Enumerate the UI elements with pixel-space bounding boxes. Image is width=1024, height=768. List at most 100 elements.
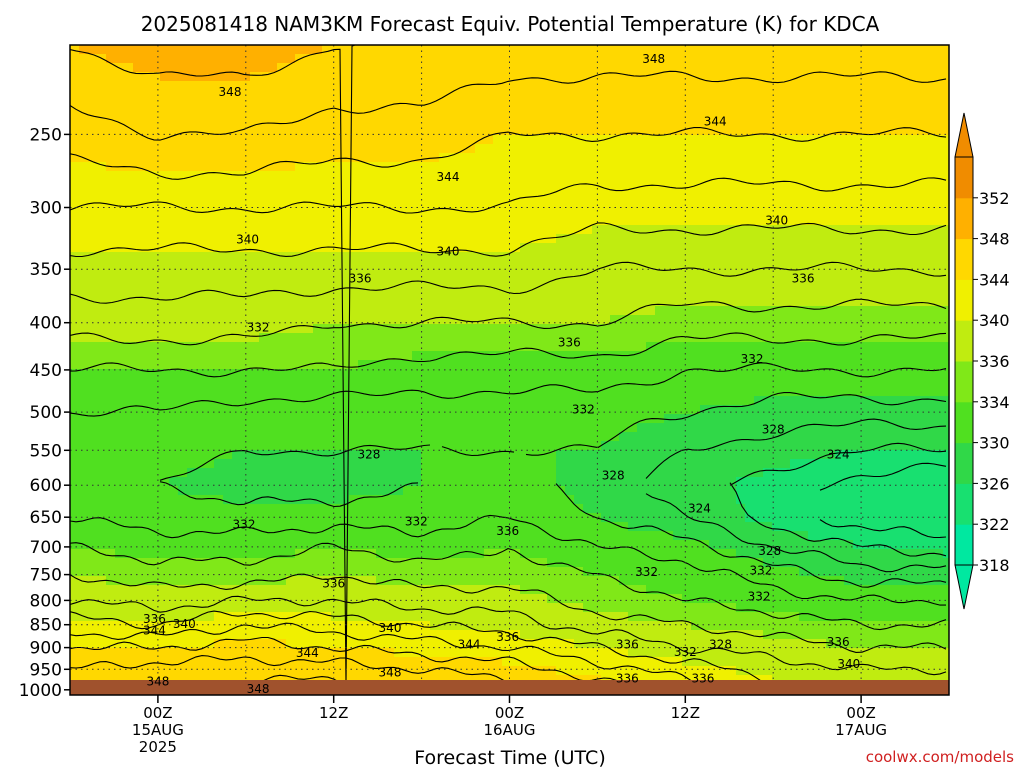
field-cell <box>763 297 773 307</box>
field-cell <box>574 117 584 127</box>
field-cell <box>394 243 404 253</box>
field-cell <box>889 441 899 451</box>
field-cell <box>862 108 872 118</box>
field-cell <box>808 360 818 370</box>
field-cell <box>439 63 449 73</box>
field-cell <box>124 171 134 181</box>
field-cell <box>466 423 476 433</box>
field-cell <box>169 297 179 307</box>
field-cell <box>169 270 179 280</box>
field-cell <box>592 216 602 226</box>
field-cell <box>412 477 422 487</box>
field-cell <box>151 387 161 397</box>
field-cell <box>349 72 359 82</box>
field-cell <box>97 63 107 73</box>
field-cell <box>502 387 512 397</box>
field-cell <box>403 315 413 325</box>
field-cell <box>214 180 224 190</box>
field-cell <box>88 315 98 325</box>
field-cell <box>313 432 323 442</box>
field-cell <box>565 207 575 217</box>
field-cell <box>916 360 926 370</box>
field-cell <box>628 162 638 172</box>
field-cell <box>268 243 278 253</box>
field-cell <box>907 423 917 433</box>
field-cell <box>655 198 665 208</box>
field-cell <box>133 450 143 460</box>
field-cell <box>574 423 584 433</box>
field-cell <box>133 396 143 406</box>
field-cell <box>466 162 476 172</box>
field-cell <box>871 378 881 388</box>
field-cell <box>619 189 629 199</box>
field-cell <box>394 423 404 433</box>
field-cell <box>889 234 899 244</box>
field-cell <box>232 198 242 208</box>
field-cell <box>286 54 296 64</box>
field-cell <box>772 198 782 208</box>
field-cell <box>736 297 746 307</box>
field-cell <box>646 306 656 316</box>
field-cell <box>160 225 170 235</box>
field-cell <box>619 144 629 154</box>
field-cell <box>601 441 611 451</box>
field-cell <box>664 468 674 478</box>
field-cell <box>736 279 746 289</box>
field-cell <box>763 432 773 442</box>
field-cell <box>142 81 152 91</box>
field-cell <box>826 342 836 352</box>
field-cell <box>403 324 413 334</box>
field-cell <box>430 288 440 298</box>
field-cell <box>853 468 863 478</box>
field-cell <box>907 252 917 262</box>
field-cell <box>799 459 809 469</box>
field-cell <box>934 207 944 217</box>
field-cell <box>844 450 854 460</box>
field-cell <box>124 477 134 487</box>
field-cell <box>367 207 377 217</box>
field-cell <box>826 252 836 262</box>
field-cell <box>934 180 944 190</box>
field-cell <box>259 405 269 415</box>
field-cell <box>880 369 890 379</box>
field-cell <box>187 162 197 172</box>
field-cell <box>619 315 629 325</box>
field-cell <box>250 360 260 370</box>
field-cell <box>79 306 89 316</box>
field-cell <box>403 414 413 424</box>
field-cell <box>826 324 836 334</box>
field-cell <box>169 477 179 487</box>
field-cell <box>196 459 206 469</box>
field-cell <box>403 234 413 244</box>
field-cell <box>106 387 116 397</box>
field-cell <box>88 99 98 109</box>
field-cell <box>493 450 503 460</box>
field-cell <box>340 288 350 298</box>
field-cell <box>412 126 422 136</box>
field-cell <box>745 315 755 325</box>
field-cell <box>349 423 359 433</box>
field-cell <box>628 234 638 244</box>
field-cell <box>655 405 665 415</box>
field-cell <box>745 153 755 163</box>
field-cell <box>727 108 737 118</box>
field-cell <box>610 477 620 487</box>
field-cell <box>799 171 809 181</box>
field-cell <box>304 315 314 325</box>
field-cell <box>601 468 611 478</box>
field-cell <box>808 459 818 469</box>
field-cell <box>610 396 620 406</box>
field-cell <box>160 342 170 352</box>
field-cell <box>196 180 206 190</box>
field-cell <box>556 234 566 244</box>
field-cell <box>916 351 926 361</box>
field-cell <box>376 468 386 478</box>
field-cell <box>124 423 134 433</box>
field-cell <box>304 432 314 442</box>
field-cell <box>124 306 134 316</box>
field-cell <box>628 117 638 127</box>
field-cell <box>799 225 809 235</box>
field-cell <box>259 207 269 217</box>
field-cell <box>880 486 890 496</box>
field-cell <box>349 441 359 451</box>
